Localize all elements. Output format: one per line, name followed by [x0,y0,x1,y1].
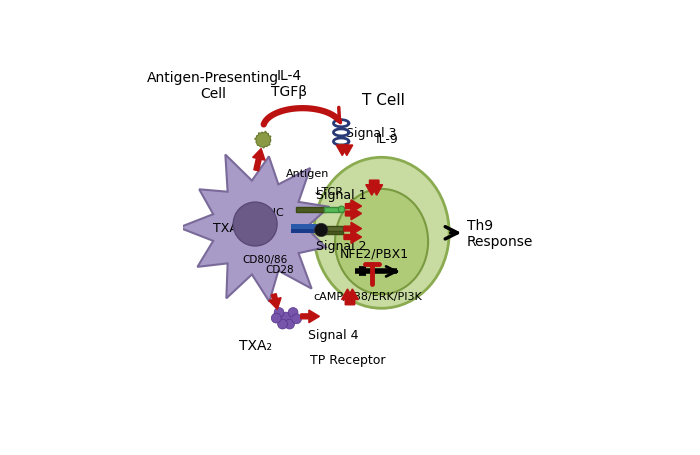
Text: Signal 3: Signal 3 [346,127,397,140]
Text: TXAS: TXAS [213,222,246,234]
Text: Antigen-Presenting
Cell: Antigen-Presenting Cell [147,71,279,101]
Text: MHC: MHC [258,208,284,218]
FancyBboxPatch shape [321,227,343,231]
Circle shape [338,207,344,213]
FancyArrow shape [344,223,362,235]
Circle shape [285,319,295,329]
FancyBboxPatch shape [323,207,342,212]
FancyArrow shape [336,146,348,156]
Circle shape [272,313,281,324]
Text: Signal 4: Signal 4 [308,329,358,341]
FancyArrow shape [253,149,265,172]
Polygon shape [255,132,271,149]
FancyArrow shape [345,207,362,220]
Text: CD80/86: CD80/86 [243,254,288,264]
FancyArrow shape [346,289,358,305]
Text: cAMP/p38/ERK/PI3K: cAMP/p38/ERK/PI3K [314,291,423,301]
Circle shape [288,308,298,318]
Circle shape [292,314,302,324]
Circle shape [281,313,291,322]
Text: Signal 1: Signal 1 [316,188,366,201]
FancyArrow shape [371,181,383,196]
Text: IL-4
TGFβ: IL-4 TGFβ [271,69,307,99]
Text: TP Receptor: TP Receptor [310,353,385,366]
Text: Signal 2: Signal 2 [316,239,366,252]
Text: TXA₂: TXA₂ [239,339,272,352]
FancyBboxPatch shape [291,229,320,234]
Ellipse shape [314,158,449,308]
FancyBboxPatch shape [321,230,343,234]
Polygon shape [179,155,330,302]
Text: NFE2/PBX1: NFE2/PBX1 [340,247,409,260]
FancyArrow shape [345,200,362,213]
FancyArrow shape [269,294,281,310]
FancyArrow shape [301,310,319,323]
Circle shape [314,224,328,237]
FancyArrow shape [366,181,378,196]
Circle shape [278,319,288,329]
FancyArrow shape [344,231,362,244]
Text: T Cell: T Cell [362,93,405,108]
Circle shape [274,308,284,318]
Text: IL-9: IL-9 [376,133,399,146]
FancyBboxPatch shape [296,207,325,212]
Text: ↓TCR: ↓TCR [313,186,344,196]
Ellipse shape [233,202,277,247]
Circle shape [338,145,344,151]
FancyBboxPatch shape [291,224,320,229]
Ellipse shape [335,189,428,294]
FancyArrow shape [341,146,353,156]
FancyArrow shape [342,289,354,305]
Text: CD28: CD28 [265,265,294,275]
Text: Antigen: Antigen [286,169,330,179]
Text: Th9
Response: Th9 Response [467,218,533,248]
